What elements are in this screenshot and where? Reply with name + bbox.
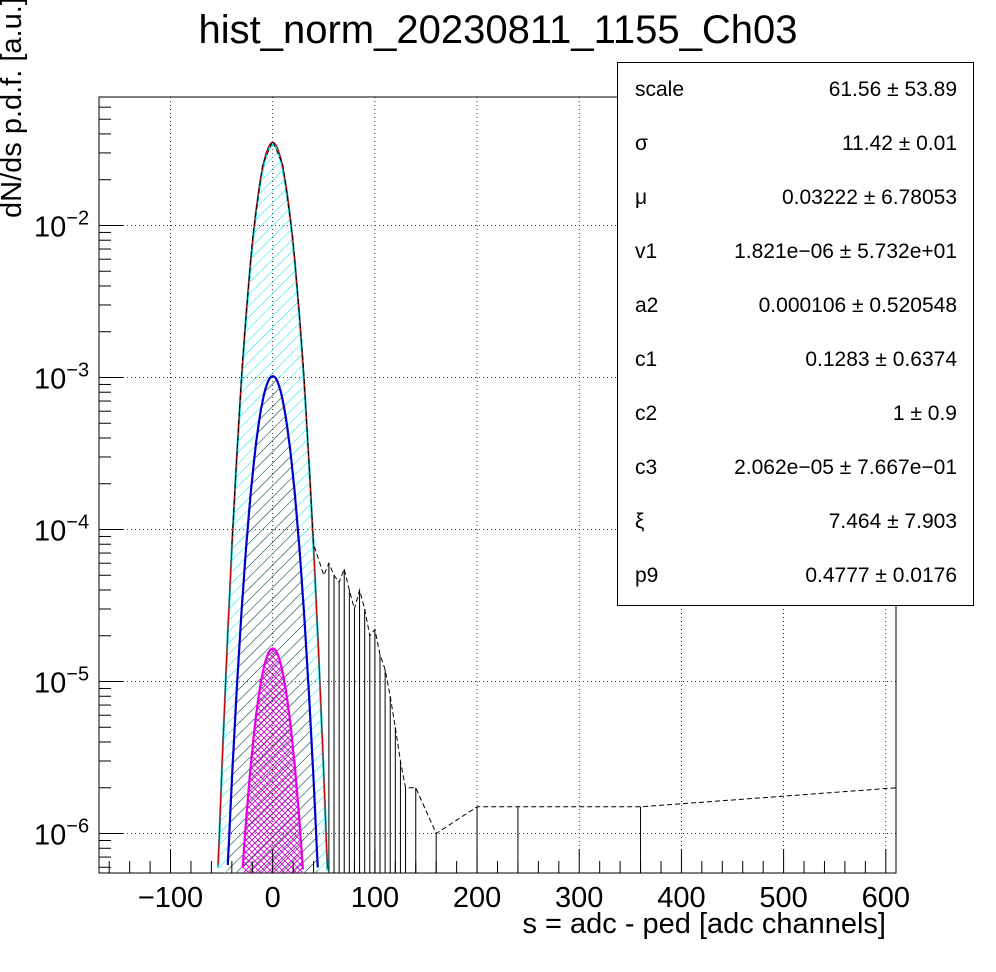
stat-row: v1 1.821e−06 ± 5.732e+01 xyxy=(618,225,973,279)
histogram-series xyxy=(231,139,897,835)
y-tick-label: 10−5 xyxy=(34,664,89,700)
stat-name: c2 xyxy=(635,402,658,425)
stat-value: 11.42 ± 0.01 xyxy=(841,132,957,155)
stat-name: μ xyxy=(635,186,648,209)
stat-value: 0.4777 ± 0.0176 xyxy=(805,564,957,587)
stat-value: 0.000106 ± 0.520548 xyxy=(758,294,957,317)
stat-name: p9 xyxy=(635,564,659,587)
stat-value: 7.464 ± 7.903 xyxy=(828,510,957,533)
series-line-2 xyxy=(226,375,319,868)
x-tick-label: −100 xyxy=(138,882,203,914)
stat-value: 0.1283 ± 0.6374 xyxy=(805,348,957,371)
stat-value: 0.03222 ± 6.78053 xyxy=(781,186,957,209)
stat-name: a2 xyxy=(635,294,659,317)
y-tick-label: 10−3 xyxy=(34,359,89,395)
y-tick-label: 10−2 xyxy=(34,207,89,243)
x-tick-label: 300 xyxy=(555,882,603,914)
x-tick-label: 200 xyxy=(453,882,501,914)
stat-name: c3 xyxy=(635,456,658,479)
stat-name: scale xyxy=(635,78,685,101)
x-tick-label: 400 xyxy=(657,882,705,914)
stat-name: v1 xyxy=(635,240,658,263)
y-axis-label: dN/ds p.d.f. [a.u.] xyxy=(0,0,28,218)
x-tick-label: 100 xyxy=(351,882,399,914)
x-axis-label: s = adc - ped [adc channels] xyxy=(522,908,886,940)
chart-title: hist_norm_20230811_1155_Ch03 xyxy=(198,8,798,52)
stat-value: 1 ± 0.9 xyxy=(892,402,957,425)
stat-value: 1.821e−06 ± 5.732e+01 xyxy=(734,240,957,263)
fit-stats-box: scale 61.56 ± 53.89 σ 11.42 ± 0.01 μ 0.03222 … xyxy=(617,62,974,606)
x-tick-label: 0 xyxy=(265,882,281,914)
stat-name: ξ xyxy=(635,510,645,533)
stat-row: σ 11.42 ± 0.01 xyxy=(618,117,973,171)
y-tick-label: 10−6 xyxy=(34,816,89,852)
x-tick-label: 600 xyxy=(862,882,910,914)
stat-row: scale 61.56 ± 53.89 xyxy=(618,63,973,117)
stat-name: σ xyxy=(635,132,648,155)
y-tick-label: 10−4 xyxy=(34,511,89,547)
stat-row: c3 2.062e−05 ± 7.667e−01 xyxy=(618,441,973,495)
stat-row: μ 0.03222 ± 6.78053 xyxy=(618,171,973,225)
stat-value: 61.56 ± 53.89 xyxy=(828,78,957,101)
stat-row: a2 0.000106 ± 0.520548 xyxy=(618,279,973,333)
stat-name: c1 xyxy=(635,348,658,371)
stat-row: c1 0.1283 ± 0.6374 xyxy=(618,333,973,387)
series-line-3 xyxy=(241,647,304,870)
stat-row: p9 0.4777 ± 0.0176 xyxy=(618,549,973,603)
stat-row: c2 1 ± 0.9 xyxy=(618,387,973,441)
stat-value: 2.062e−05 ± 7.667e−01 xyxy=(734,456,957,479)
stat-row: ξ 7.464 ± 7.903 xyxy=(618,495,973,549)
x-tick-label: 500 xyxy=(759,882,807,914)
